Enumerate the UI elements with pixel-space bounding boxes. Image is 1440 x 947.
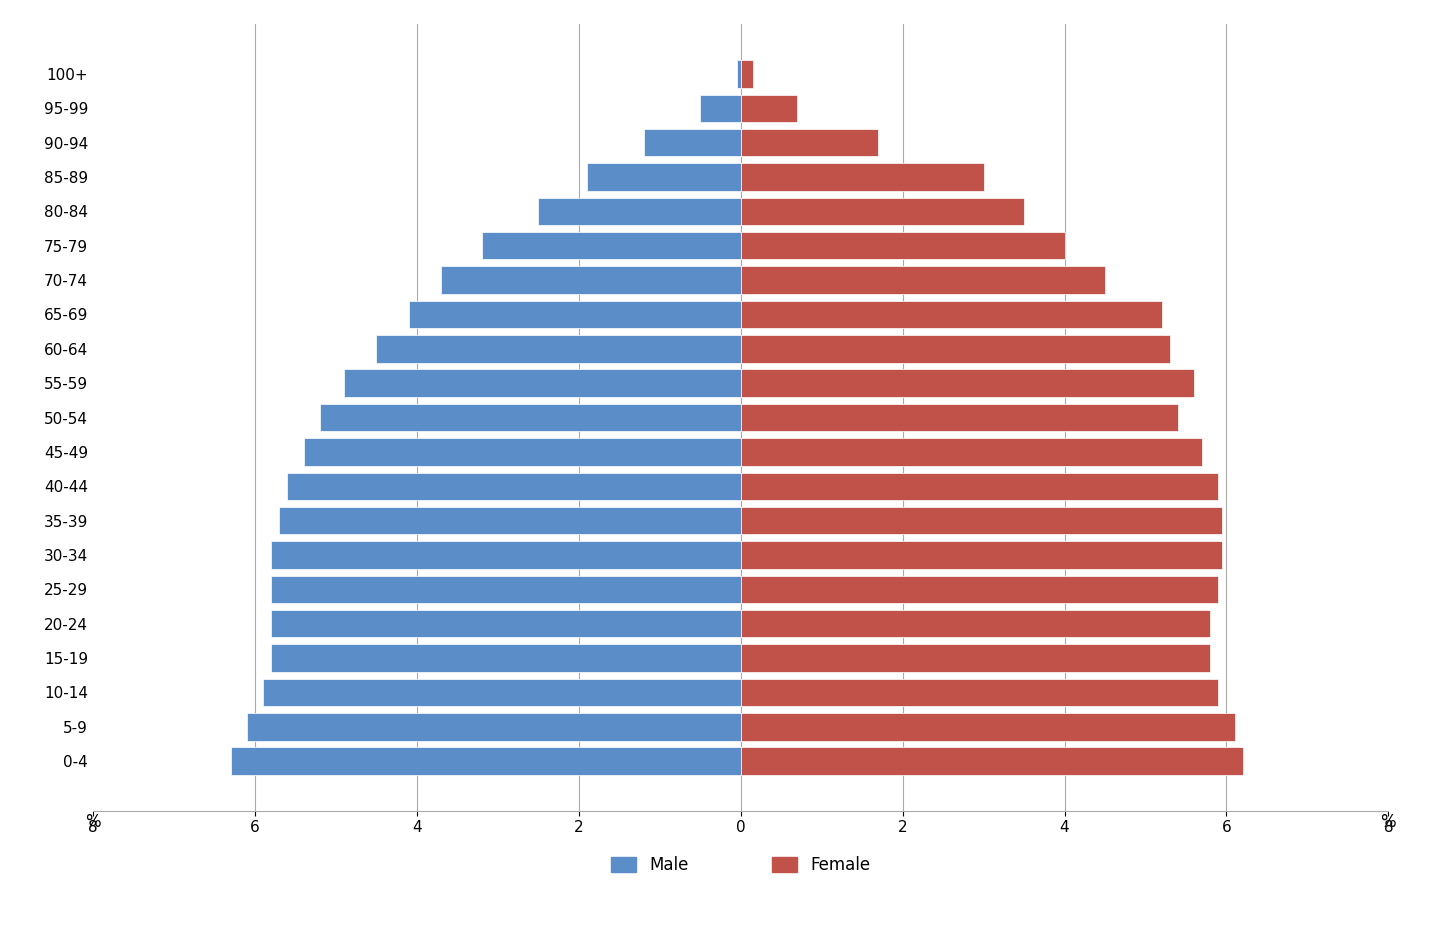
Bar: [740, 576, 1218, 603]
Text: %: %: [85, 813, 101, 831]
Bar: [481, 232, 740, 259]
Bar: [740, 713, 1234, 741]
Bar: [344, 369, 740, 397]
Bar: [740, 232, 1064, 259]
Bar: [740, 61, 753, 88]
Bar: [320, 403, 740, 431]
Bar: [740, 266, 1104, 294]
Bar: [740, 95, 798, 122]
Bar: [441, 266, 740, 294]
Bar: [740, 129, 878, 156]
Bar: [271, 542, 740, 569]
Bar: [271, 610, 740, 637]
Bar: [376, 335, 740, 363]
Bar: [740, 438, 1202, 466]
Bar: [304, 438, 740, 466]
Bar: [740, 198, 1024, 225]
Bar: [279, 507, 740, 534]
Bar: [740, 335, 1169, 363]
Bar: [271, 644, 740, 671]
Bar: [737, 61, 740, 88]
Bar: [271, 576, 740, 603]
Bar: [409, 301, 740, 329]
Bar: [740, 369, 1194, 397]
Bar: [740, 301, 1162, 329]
Legend: Male, Female: Male, Female: [605, 849, 877, 881]
Bar: [700, 95, 740, 122]
Bar: [740, 163, 984, 190]
Bar: [288, 473, 740, 500]
Bar: [740, 507, 1223, 534]
Bar: [740, 610, 1210, 637]
Bar: [740, 747, 1243, 775]
Bar: [740, 644, 1210, 671]
Bar: [539, 198, 740, 225]
Text: %: %: [1381, 813, 1397, 831]
Bar: [740, 403, 1178, 431]
Bar: [644, 129, 740, 156]
Bar: [740, 679, 1218, 706]
Bar: [246, 713, 740, 741]
Bar: [230, 747, 740, 775]
Bar: [588, 163, 740, 190]
Bar: [264, 679, 740, 706]
Bar: [740, 473, 1218, 500]
Bar: [740, 542, 1223, 569]
